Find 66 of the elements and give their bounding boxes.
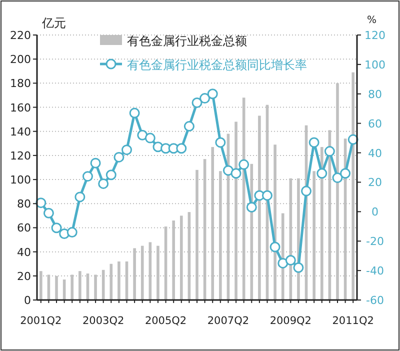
point bbox=[293, 262, 304, 273]
point bbox=[316, 168, 328, 179]
x-tick-label: 2009Q2 bbox=[270, 315, 312, 327]
y-tick-label: 100 bbox=[10, 174, 31, 187]
y-tick-label: 160 bbox=[10, 101, 31, 114]
point bbox=[192, 97, 202, 108]
x-tick-label: 2007Q2 bbox=[207, 315, 250, 327]
point bbox=[74, 192, 86, 202]
x-tick-label: 2011Q2 bbox=[332, 315, 374, 327]
y-tick-label: 40 bbox=[17, 246, 31, 259]
y-axis-title: 亿元 bbox=[41, 16, 66, 30]
point bbox=[230, 168, 242, 179]
point bbox=[176, 143, 187, 154]
point bbox=[98, 178, 109, 189]
point bbox=[246, 202, 257, 212]
y-tick-label: 140 bbox=[10, 125, 31, 138]
y2-tick-label: 40 bbox=[368, 146, 382, 160]
point bbox=[106, 170, 116, 180]
point bbox=[144, 132, 156, 144]
y2-tick-label: 100 bbox=[364, 58, 386, 72]
y2-tick-label: 120 bbox=[364, 29, 386, 42]
point bbox=[301, 186, 312, 196]
point bbox=[200, 93, 210, 104]
point bbox=[285, 255, 296, 266]
y2-axis-title: % bbox=[367, 15, 377, 26]
x-tick-label: 2005Q2 bbox=[144, 315, 187, 327]
y2-tick-label: -20 bbox=[366, 235, 384, 248]
point bbox=[278, 258, 288, 268]
point bbox=[207, 88, 218, 100]
y-tick-label: 60 bbox=[17, 222, 31, 235]
point bbox=[340, 168, 351, 179]
y-tick-label: 80 bbox=[17, 198, 31, 211]
y-tick-label: 0 bbox=[24, 294, 31, 307]
point bbox=[262, 190, 272, 201]
point bbox=[66, 227, 78, 238]
point bbox=[82, 171, 93, 182]
y2-tick-label: 20 bbox=[368, 176, 382, 190]
y-tick-label: 220 bbox=[10, 29, 31, 42]
point bbox=[114, 152, 124, 162]
legend-label: 有色金属行业税金总额同比增长率 bbox=[127, 58, 307, 72]
point bbox=[332, 172, 343, 184]
point bbox=[137, 130, 148, 140]
y-tick-label: 200 bbox=[10, 53, 31, 66]
y-tick-label: 180 bbox=[10, 77, 31, 90]
legend-label: 有色金属行业税金总额 bbox=[127, 34, 247, 48]
point bbox=[90, 158, 101, 168]
y2-tick-label: -60 bbox=[366, 294, 384, 307]
point bbox=[184, 121, 194, 132]
point bbox=[324, 146, 335, 157]
x-tick-label: 2001Q2 bbox=[20, 315, 62, 327]
point bbox=[238, 159, 250, 170]
y2-tick-label: 60 bbox=[368, 117, 382, 130]
y2-tick-label: 0 bbox=[372, 206, 378, 219]
x-tick-label: 2003Q2 bbox=[82, 315, 124, 327]
point bbox=[270, 242, 280, 252]
point bbox=[43, 208, 54, 218]
point bbox=[308, 137, 320, 148]
point bbox=[129, 108, 140, 118]
y-tick-label: 120 bbox=[10, 149, 31, 162]
point bbox=[215, 137, 226, 148]
point bbox=[122, 144, 132, 156]
y-tick-label: 20 bbox=[17, 270, 31, 283]
y2-tick-label: -40 bbox=[366, 264, 384, 278]
y2-tick-label: 80 bbox=[368, 88, 382, 101]
point bbox=[51, 222, 62, 234]
point bbox=[222, 165, 234, 176]
